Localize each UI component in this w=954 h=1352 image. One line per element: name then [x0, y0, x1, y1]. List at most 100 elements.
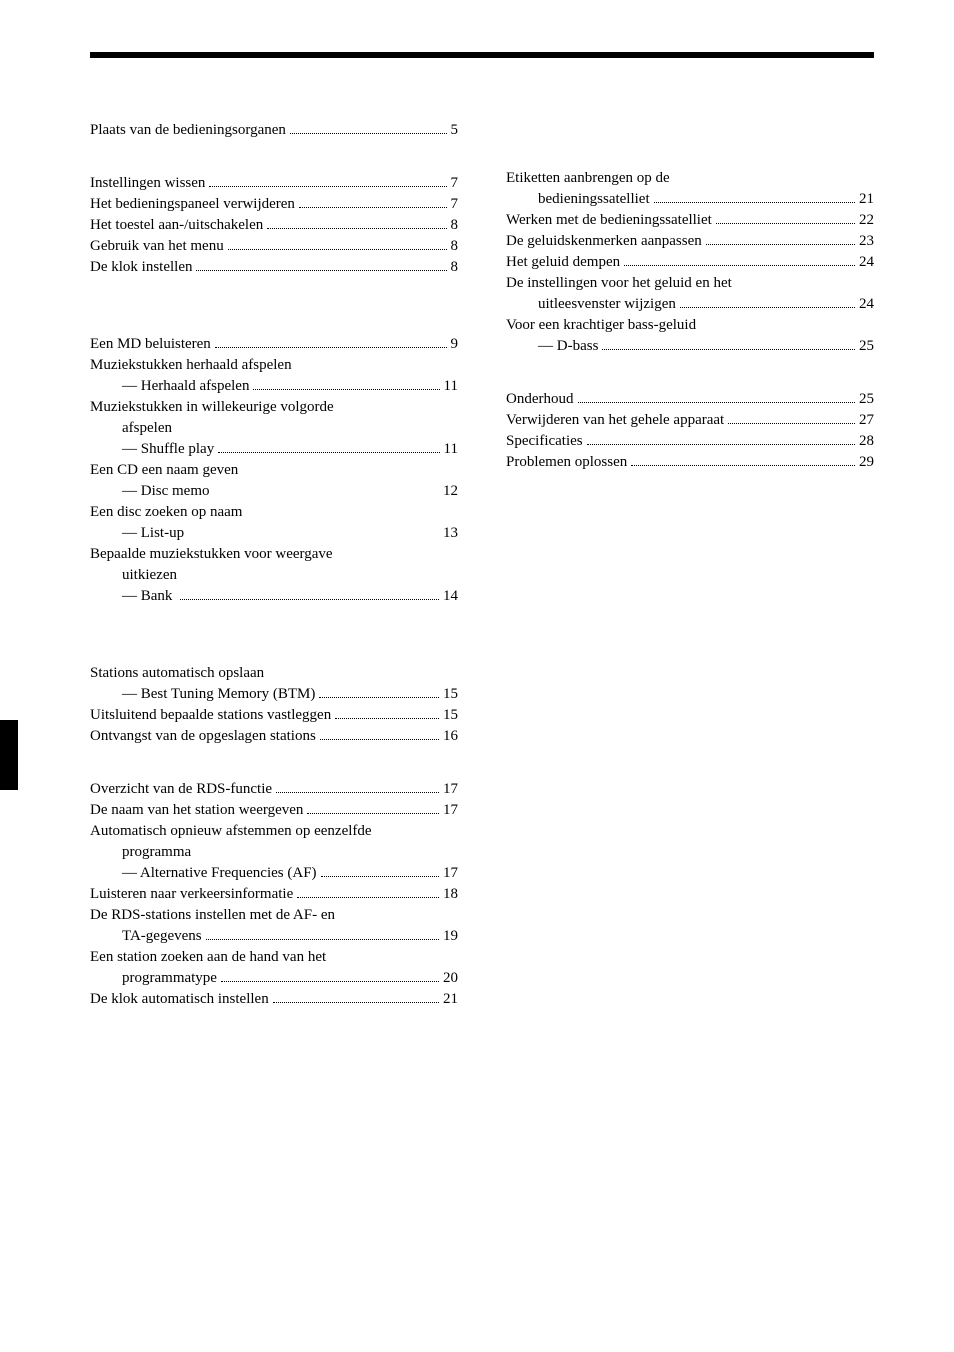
toc-entry: — Herhaald afspelen 11 [90, 376, 458, 397]
left-group-1: Plaats van de bedieningsorganen 5 [90, 120, 458, 141]
toc-page-number: 11 [444, 376, 458, 397]
right-column: Etiketten aanbrengen op debedieningssate… [506, 120, 874, 1042]
toc-page-number: 15 [443, 684, 458, 705]
toc-entry-text: — Disc memo [122, 481, 210, 502]
toc-leader-dots [215, 347, 447, 348]
toc-page-number: 14 [443, 586, 458, 607]
toc-entry: — Shuffle play 11 [90, 439, 458, 460]
toc-leader-dots [273, 1002, 439, 1003]
toc-leader-dots [602, 349, 855, 350]
spacer [506, 120, 874, 168]
toc-entry-text: De instellingen voor het geluid en het [506, 273, 732, 294]
toc-leader-dots [276, 792, 439, 793]
toc-page-number: 19 [443, 926, 458, 947]
toc-leader-dots [706, 244, 855, 245]
toc-entry-text: Overzicht van de RDS-functie [90, 779, 272, 800]
toc-entry: Het toestel aan-/uitschakelen 8 [90, 215, 458, 236]
toc-entry-text: Onderhoud [506, 389, 574, 410]
toc-leader-dots [587, 444, 855, 445]
toc-entry-text: — Bank [122, 586, 176, 607]
left-group-5: Overzicht van de RDS-functie 17De naam v… [90, 779, 458, 1010]
toc-entry-text: Instellingen wissen [90, 173, 205, 194]
toc-entry: — List-up 13 [90, 523, 458, 544]
toc-page-number: 21 [859, 189, 874, 210]
toc-entry: Muziekstukken in willekeurige volgorde [90, 397, 458, 418]
toc-page-number: 8 [451, 257, 459, 278]
toc-entry: — D-bass 25 [506, 336, 874, 357]
toc-entry-text: Uitsluitend bepaalde stations vastleggen [90, 705, 331, 726]
toc-entry-text: uitleesvenster wijzigen [538, 294, 676, 315]
toc-entry: Problemen oplossen 29 [506, 452, 874, 473]
toc-leader-dots [578, 402, 856, 403]
right-group-2: Onderhoud 25Verwijderen van het gehele a… [506, 389, 874, 473]
spacer [90, 639, 458, 663]
toc-entry-text: — D-bass [538, 336, 598, 357]
toc-entry-text: De klok instellen [90, 257, 192, 278]
toc-leader-dots [728, 423, 855, 424]
toc-leader-dots [180, 599, 439, 600]
toc-entry: — Best Tuning Memory (BTM) 15 [90, 684, 458, 705]
toc-entry: Plaats van de bedieningsorganen 5 [90, 120, 458, 141]
toc-entry: De klok automatisch instellen 21 [90, 989, 458, 1010]
toc-page-number: 8 [451, 215, 459, 236]
toc-entry-text: De naam van het station weergeven [90, 800, 303, 821]
toc-leader-dots [206, 939, 439, 940]
toc-entry: Overzicht van de RDS-functie 17 [90, 779, 458, 800]
toc-page-number: 16 [443, 726, 458, 747]
toc-entry-text: De geluidskenmerken aanpassen [506, 231, 702, 252]
toc-entry-text: — Shuffle play [122, 439, 214, 460]
toc-entry: Instellingen wissen 7 [90, 173, 458, 194]
toc-entry: Onderhoud 25 [506, 389, 874, 410]
toc-entry-text: Bepaalde muziekstukken voor weergave [90, 544, 333, 565]
toc-entry: Uitsluitend bepaalde stations vastleggen… [90, 705, 458, 726]
toc-leader-dots [297, 897, 439, 898]
toc-entry-text: Verwijderen van het gehele apparaat [506, 410, 724, 431]
left-group-2: Instellingen wissen 7Het bedieningspanee… [90, 173, 458, 278]
toc-leader-dots [228, 249, 447, 250]
toc-continuation: uitkiezen [90, 565, 458, 586]
toc-page-number: 25 [859, 389, 874, 410]
toc-entry-text: — Alternative Frequencies (AF) [122, 863, 317, 884]
toc-leader-dots [253, 389, 439, 390]
toc-entry: TA-gegevens 19 [90, 926, 458, 947]
toc-page-number: 5 [451, 120, 459, 141]
toc-entry-text: Stations automatisch opslaan [90, 663, 264, 684]
toc-entry-text: — List-up [122, 523, 184, 544]
toc-entry-text: Werken met de bedieningssatelliet [506, 210, 712, 231]
page-root: Plaats van de bedieningsorganen 5 Instell… [0, 0, 954, 1352]
toc-entry: Muziekstukken herhaald afspelen [90, 355, 458, 376]
toc-entry-text: Gebruik van het menu [90, 236, 224, 257]
toc-entry: De RDS-stations instellen met de AF- en [90, 905, 458, 926]
toc-page-number: 7 [451, 194, 459, 215]
toc-entry: Een CD een naam geven [90, 460, 458, 481]
toc-leader-dots [267, 228, 446, 229]
toc-leader-dots [624, 265, 855, 266]
toc-entry: Een disc zoeken op naam [90, 502, 458, 523]
toc-entry-text: Muziekstukken in willekeurige volgorde [90, 397, 334, 418]
toc-entry: Gebruik van het menu 8 [90, 236, 458, 257]
toc-entry: Het bedieningspaneel verwijderen 7 [90, 194, 458, 215]
toc-entry-text: Specificaties [506, 431, 583, 452]
toc-entry: Ontvangst van de opgeslagen stations 16 [90, 726, 458, 747]
toc-entry-text: Het bedieningspaneel verwijderen [90, 194, 295, 215]
toc-page-number: 7 [451, 173, 459, 194]
toc-entry-text: Ontvangst van de opgeslagen stations [90, 726, 316, 747]
toc-leader-dots [716, 223, 855, 224]
toc-page-number: 15 [443, 705, 458, 726]
side-tab-marker [0, 720, 18, 790]
toc-page-number: 22 [859, 210, 874, 231]
toc-entry-text: — Best Tuning Memory (BTM) [122, 684, 315, 705]
toc-entry-text: Het geluid dempen [506, 252, 620, 273]
spacer [90, 310, 458, 334]
toc-leader-dots [321, 876, 439, 877]
toc-page-number: 18 [443, 884, 458, 905]
toc-entry: — Alternative Frequencies (AF) 17 [90, 863, 458, 884]
toc-page-number: 29 [859, 452, 874, 473]
toc-leader-dots [335, 718, 439, 719]
toc-entry-text: programmatype [122, 968, 217, 989]
toc-page-number: 8 [451, 236, 459, 257]
toc-entry: Etiketten aanbrengen op de [506, 168, 874, 189]
toc-entry-text: — Herhaald afspelen [122, 376, 249, 397]
toc-entry: Luisteren naar verkeersinformatie 18 [90, 884, 458, 905]
toc-leader-dots [299, 207, 447, 208]
